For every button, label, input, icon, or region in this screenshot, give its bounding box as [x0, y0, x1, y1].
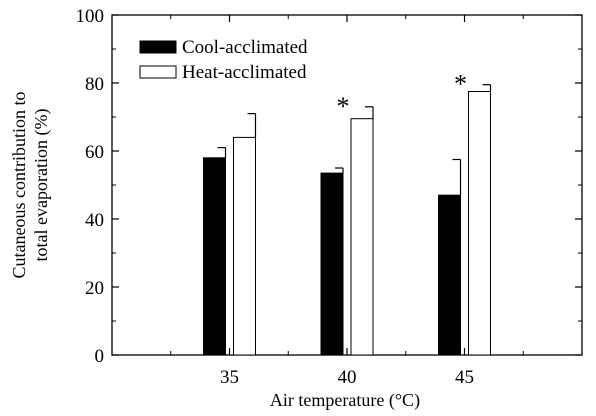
y-tick-label: 60 [85, 142, 104, 163]
bar [350, 118, 374, 356]
significance-marker: * [337, 92, 350, 121]
y-axis: 0 20 40 60 80 100 [76, 6, 582, 367]
y-axis-label-line2: total evaporation (%) [31, 109, 52, 262]
x-axis-label: Air temperature (°C) [270, 390, 420, 411]
x-tick-label: 40 [338, 367, 357, 388]
legend-label-heat: Heat-acclimated [182, 62, 307, 83]
bar [203, 157, 226, 356]
bar [233, 136, 256, 356]
x-tick-label: 45 [455, 367, 474, 388]
y-tick-label: 0 [95, 346, 105, 367]
legend-swatch-cool [139, 40, 177, 54]
significance-marker: * [454, 70, 467, 99]
legend-swatch-heat [139, 65, 177, 79]
y-tick-label: 20 [85, 278, 104, 299]
legend-label-cool: Cool-acclimated [182, 37, 308, 58]
bar [438, 194, 461, 356]
y-tick-label: 40 [85, 210, 104, 231]
x-axis: 35 40 45 [170, 15, 524, 388]
bar [468, 91, 491, 356]
bar [320, 172, 344, 356]
legend: Cool-acclimated Heat-acclimated [139, 37, 308, 83]
y-axis-label-line1: Cutaneous contribution to [9, 92, 29, 279]
bar-series: ** [203, 70, 492, 356]
y-tick-label: 100 [76, 6, 105, 27]
x-tick-label: 35 [220, 367, 239, 388]
y-tick-label: 80 [85, 74, 104, 95]
